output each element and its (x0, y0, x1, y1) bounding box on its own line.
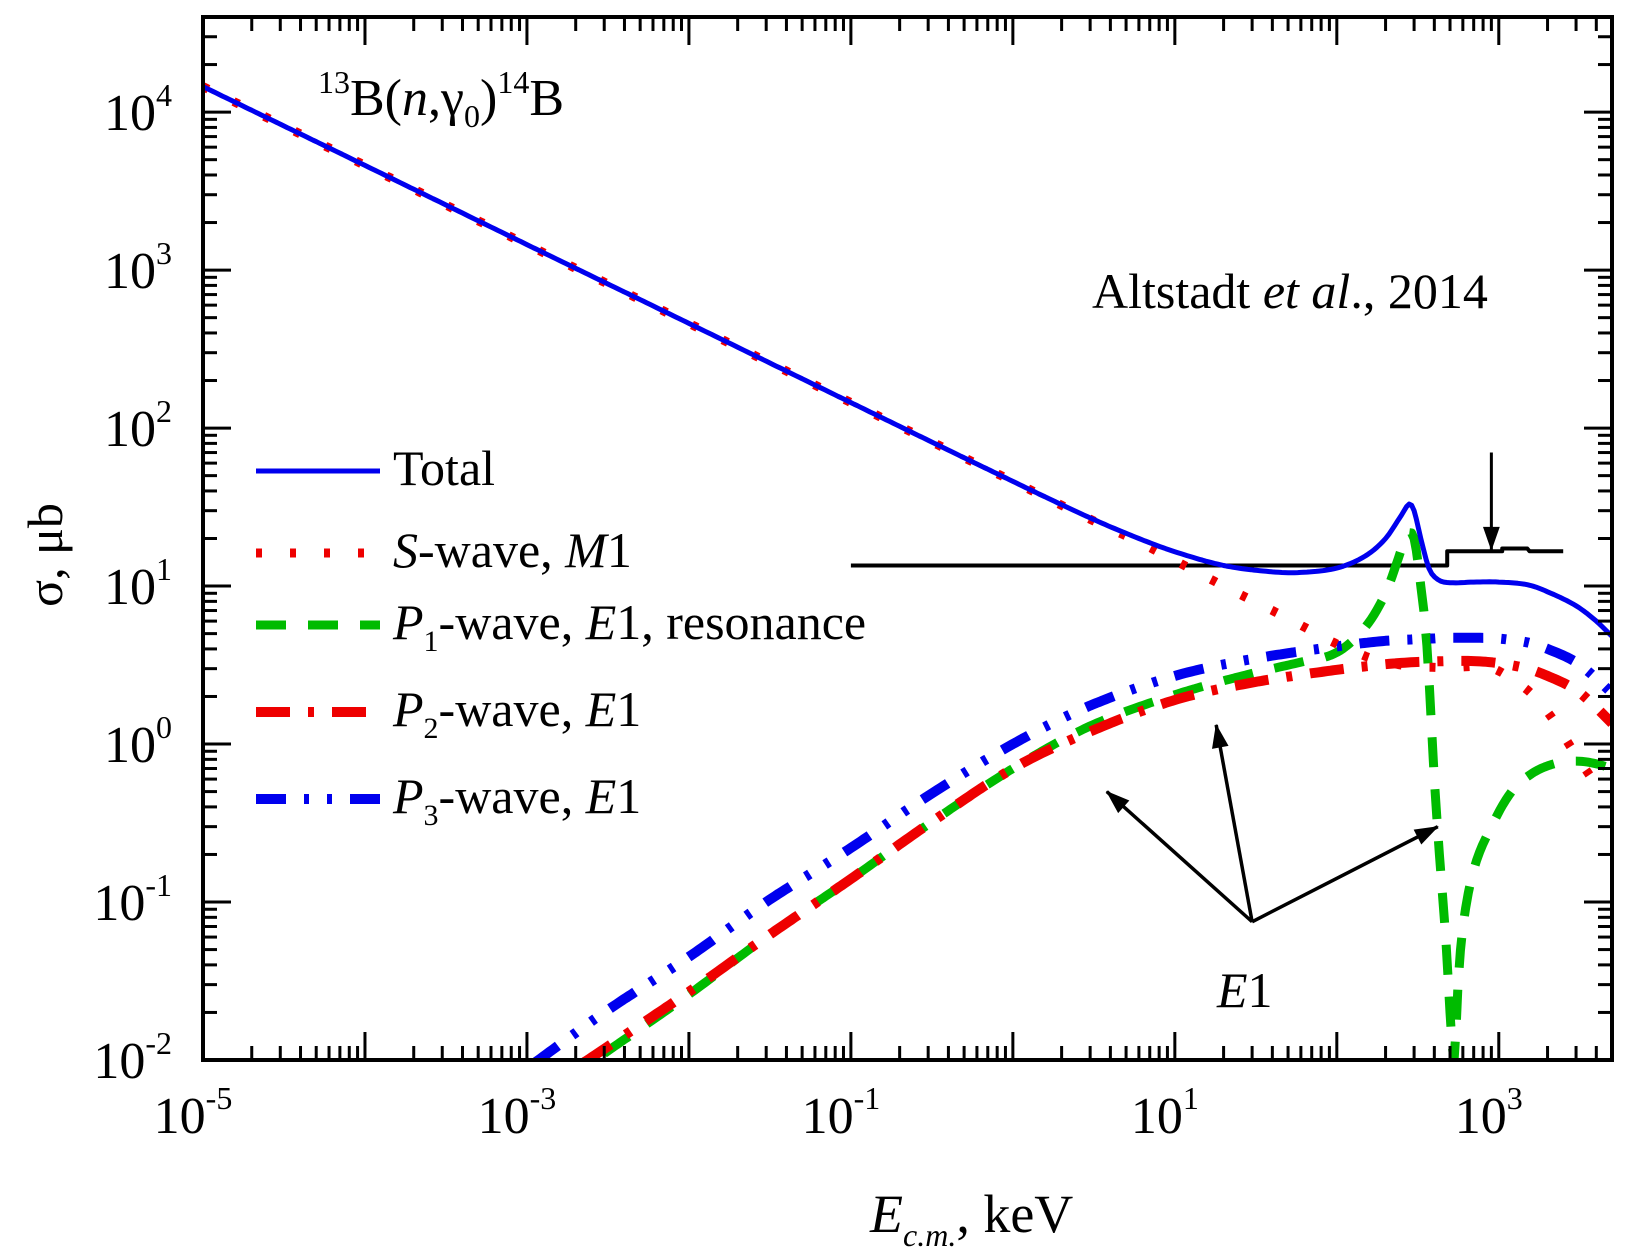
e1-arrow (1251, 825, 1439, 924)
x-axis-label-subscript: c.m. (903, 1217, 956, 1249)
title-italic-n: n (402, 70, 428, 127)
series-line-p2-wave-e1 (579, 655, 1612, 1060)
e1-annotation-text: E1 (1216, 962, 1273, 1018)
title-close: ) (480, 70, 497, 127)
x-tick-label-base: 10 (154, 1088, 206, 1145)
legend-text: Total (393, 440, 495, 496)
legend-subscript: 1 (424, 625, 439, 658)
x-tick-label: 10-5 (154, 1080, 233, 1145)
y-tick-label: 100 (104, 709, 172, 774)
x-tick-label-base: 10 (802, 1088, 854, 1145)
legend-subscript: 3 (424, 799, 439, 832)
chart-title: 13B(n,γ0)14B (318, 64, 564, 134)
legend-label: Total (393, 440, 495, 496)
altstadt-annotation-text: Altstadt et al., 2014 (1092, 263, 1488, 319)
legend-italic: E (585, 594, 617, 650)
y-tick-label-base: 10 (93, 1033, 145, 1090)
y-tick-label: 103 (104, 235, 172, 300)
altstadt-et-al: et al (1263, 263, 1350, 319)
y-tick-label-base: 10 (104, 717, 156, 774)
legend-text-tail: 1 (616, 681, 641, 737)
legend-label: S-wave, M1 (393, 522, 632, 578)
altstadt-name: Altstadt (1092, 263, 1263, 319)
title-main-2: B (529, 70, 564, 127)
y-tick-label-base: 10 (93, 875, 145, 932)
title-comma-gamma: ,γ (428, 70, 464, 127)
y-axis-label: σ, μb (17, 503, 73, 607)
legend-italic: S (393, 522, 418, 578)
legend-text-tail: 1, resonance (616, 594, 866, 650)
legend-text: -wave, (439, 594, 586, 650)
series-line-total (203, 84, 1612, 639)
legend-italic: P (392, 594, 424, 650)
legend-italic: E (585, 768, 617, 824)
legend-subscript: 2 (424, 712, 439, 745)
legend-italic: M (564, 522, 609, 578)
x-tick-label: 10-3 (478, 1080, 557, 1145)
legend-text-tail: 1 (607, 522, 632, 578)
y-tick-label-exponent: 1 (156, 551, 172, 587)
legend-italic: E (585, 681, 617, 737)
x-axis-label: Ec.m., keV (869, 1184, 1073, 1249)
y-tick-label: 101 (104, 551, 172, 616)
legend-text: -wave, (418, 522, 565, 578)
title-subscript: 0 (464, 98, 480, 134)
e1-italic-e: E (1216, 962, 1248, 1018)
x-tick-label-exponent: -3 (530, 1080, 557, 1116)
legend-italic: P (392, 768, 424, 824)
e1-arrow (1105, 790, 1254, 924)
x-tick-label-exponent: -1 (854, 1080, 881, 1116)
legend-text: -wave, (439, 681, 586, 737)
y-tick-label: 102 (104, 393, 172, 458)
legend-text: -wave, (439, 768, 586, 824)
x-tick-label-base: 10 (1455, 1088, 1507, 1145)
y-tick-label: 104 (104, 77, 172, 142)
x-tick-label: 103 (1455, 1080, 1523, 1145)
x-tick-label-base: 10 (478, 1088, 530, 1145)
y-tick-label-base: 10 (104, 559, 156, 616)
y-tick-label-exponent: 0 (156, 709, 172, 745)
e1-arrow (1212, 723, 1254, 923)
y-tick-label-base: 10 (104, 243, 156, 300)
annotation-layer (1105, 452, 1500, 924)
y-tick-label-exponent: -2 (145, 1025, 172, 1061)
legend-italic: P (392, 681, 424, 737)
x-tick-label-base: 10 (1131, 1088, 1183, 1145)
series-line-altstadt-et-al-2014 (850, 546, 1564, 568)
y-tick-label-base: 10 (104, 85, 156, 142)
y-tick-label-exponent: 4 (156, 77, 172, 113)
legend-label: P1-wave, E1, resonance (392, 594, 866, 658)
legend-label: P2-wave, E1 (392, 681, 641, 745)
y-tick-label-exponent: 2 (156, 393, 172, 429)
x-tick-label-exponent: 1 (1183, 1080, 1199, 1116)
y-tick-label-exponent: -1 (145, 867, 172, 903)
x-tick-label: 101 (1131, 1080, 1199, 1145)
altstadt-year: ., 2014 (1350, 263, 1488, 319)
y-tick-label: 10-1 (93, 867, 172, 932)
x-axis-label-italic: E (869, 1184, 903, 1244)
y-tick-label: 10-2 (93, 1025, 172, 1090)
title-pre-superscript: 13 (318, 64, 350, 100)
title-main-1: B( (350, 70, 402, 127)
series-layer (203, 82, 1612, 1060)
y-tick-label-base: 10 (104, 401, 156, 458)
y-tick-label-exponent: 3 (156, 235, 172, 271)
legend-text-tail: 1 (616, 768, 641, 824)
x-axis-label-units: , keV (956, 1184, 1073, 1244)
x-tick-label-exponent: -5 (206, 1080, 233, 1116)
x-tick-label-exponent: 3 (1507, 1080, 1523, 1116)
title-post-superscript: 14 (497, 64, 529, 100)
legend-label: P3-wave, E1 (392, 768, 641, 832)
axes: 10-5 10-3 10-1 101 10310-210-110010110210310… (93, 15, 1614, 1145)
x-tick-label: 10-1 (802, 1080, 881, 1145)
e1-one: 1 (1248, 962, 1273, 1018)
